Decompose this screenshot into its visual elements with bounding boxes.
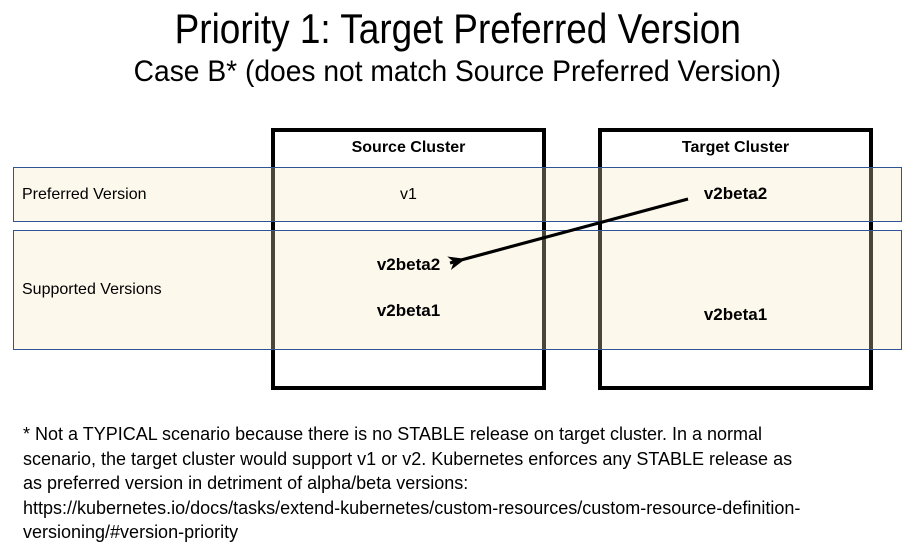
footnote-line: * Not a TYPICAL scenario because there i… (23, 424, 763, 444)
cell-source-supported-version-2: v2beta1 (376, 301, 441, 320)
cell-target-preferred-version: v2beta2 (703, 184, 768, 203)
source-cluster-header: Source Cluster (351, 139, 466, 156)
cell-target-supported-version-1: v2beta1 (703, 305, 768, 324)
footnote: * Not a TYPICAL scenario because there i… (23, 422, 905, 545)
cell-source-supported-version-1: v2beta2 (376, 255, 441, 274)
footnote-url-line: https://kubernetes.io/docs/tasks/extend-… (23, 497, 801, 518)
target-cluster-header: Target Cluster (681, 139, 790, 156)
cell-source-preferred-version: v1 (400, 186, 417, 203)
page-title-text: Priority 1: Target Preferred Version (174, 5, 741, 52)
footnote-url-line: versioning/#version-priority (23, 522, 239, 542)
page-subtitle: Case B* (does not match Source Preferred… (0, 55, 915, 89)
preferred-version-row-label: Preferred Version (22, 186, 147, 203)
page-subtitle-text: Case B* (does not match Source Preferred… (133, 55, 782, 88)
footnote-line: scenario, the target cluster would suppo… (23, 448, 793, 469)
supported-versions-row-label: Supported Versions (22, 281, 162, 298)
footnote-line: as preferred version in detriment of alp… (23, 473, 469, 493)
page-title: Priority 1: Target Preferred Version (0, 5, 915, 53)
